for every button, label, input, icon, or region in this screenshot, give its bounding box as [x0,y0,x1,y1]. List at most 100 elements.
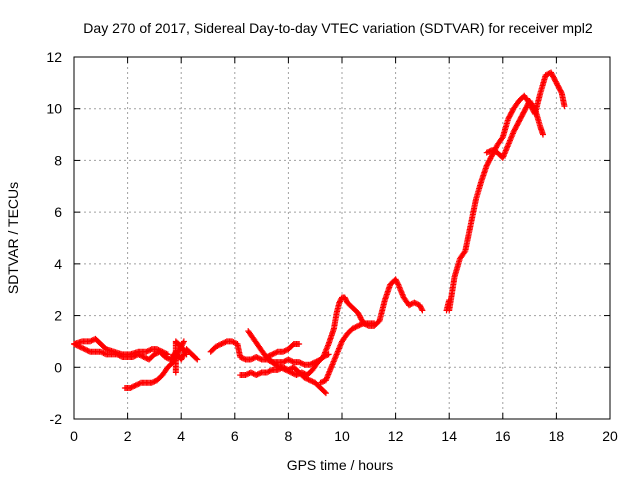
data-point [100,350,107,357]
x-tick-label: 16 [495,428,511,444]
y-tick-label: -2 [50,411,63,427]
data-point [491,148,498,155]
data-point [273,362,280,369]
data-point [274,362,281,369]
data-point [288,369,295,376]
series-late-rise [446,69,568,314]
y-tick-label: 6 [54,204,62,220]
data-point [542,72,549,79]
data-point [461,249,468,256]
data-point [277,364,284,371]
series-rise-one [320,276,426,360]
data-point [160,349,167,356]
data-point [257,355,264,362]
data-point [253,353,260,360]
data-point [140,353,147,360]
data-point [265,368,272,375]
data-point [282,366,289,373]
data-point [286,357,293,364]
data-point [163,350,170,357]
data-point [284,367,291,374]
data-point [254,354,261,361]
data-point [217,341,224,348]
data-point [218,341,225,348]
x-tick-label: 14 [441,428,457,444]
data-point [414,300,421,307]
y-tick-label: 4 [54,256,62,272]
data-point [446,297,453,304]
data-point [308,377,315,384]
data-point [320,378,327,385]
data-point [273,349,280,356]
data-point [255,370,262,377]
x-tick-label: 18 [549,428,565,444]
data-point [272,361,278,368]
data-point [267,352,274,359]
data-point [352,324,359,331]
data-point [87,338,94,345]
data-point [408,300,415,307]
data-point [79,344,86,351]
data-point [159,348,166,355]
y-tick-label: 10 [46,101,62,117]
series-mid-tail [263,341,303,360]
data-point [296,359,303,366]
data-point [254,371,261,378]
x-tick-label: 2 [124,428,132,444]
data-point [213,343,220,350]
data-point [194,356,201,363]
data-point [407,301,414,308]
data-point [281,358,288,365]
data-point [280,359,287,366]
data-point [282,347,289,354]
data-point [489,147,496,154]
data-point [147,346,154,353]
data-point [164,351,171,358]
data-point [128,384,135,391]
data-point [250,355,257,362]
x-tick-label: 10 [334,428,350,444]
data-point [293,372,300,379]
data-point [558,88,565,95]
data-point [81,346,88,353]
data-point [322,390,329,397]
data-point [486,148,493,155]
data-point [243,371,250,378]
data-point [394,280,401,287]
data-point [353,323,360,330]
series-late-branch [483,97,546,161]
data-point [215,342,222,349]
data-point [266,352,273,359]
data-point [88,337,95,344]
data-point [266,368,273,375]
data-points [71,69,568,397]
data-point [272,350,278,357]
data-point [154,346,161,353]
data-point [219,340,226,347]
data-point [263,369,270,376]
data-point [406,302,412,309]
data-point [229,338,236,345]
data-point [296,341,303,348]
data-point [77,344,84,351]
data-point [485,149,492,156]
data-point [561,103,568,110]
data-point [193,355,200,362]
data-point [355,322,362,329]
data-point [255,355,262,362]
data-point [221,339,228,346]
x-tick-label: 0 [70,428,78,444]
data-point [182,350,189,357]
data-point [282,357,289,364]
data-point [357,321,364,328]
data-point [80,345,87,352]
series-early-bump [71,335,171,358]
data-point [148,379,155,386]
x-tick-label: 8 [285,428,293,444]
data-point [150,379,157,386]
data-point [305,376,312,383]
data-point [162,350,169,357]
y-tick-label: 0 [54,359,62,375]
data-point [127,384,134,391]
